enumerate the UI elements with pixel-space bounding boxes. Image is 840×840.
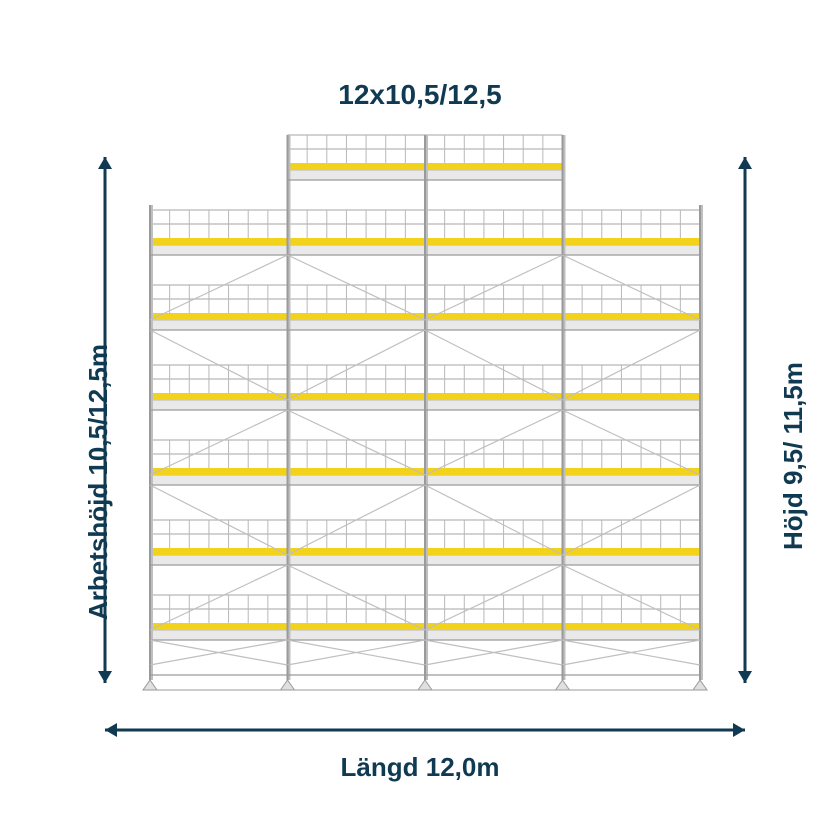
length-label: Längd 12,0m <box>341 752 500 783</box>
left-height-label: Arbetshöjd 10,5/12,5m <box>83 344 114 620</box>
scaffold-diagram <box>0 0 840 840</box>
title-label: 12x10,5/12,5 <box>338 79 502 111</box>
right-height-label: Höjd 9,5/ 11,5m <box>778 362 809 550</box>
